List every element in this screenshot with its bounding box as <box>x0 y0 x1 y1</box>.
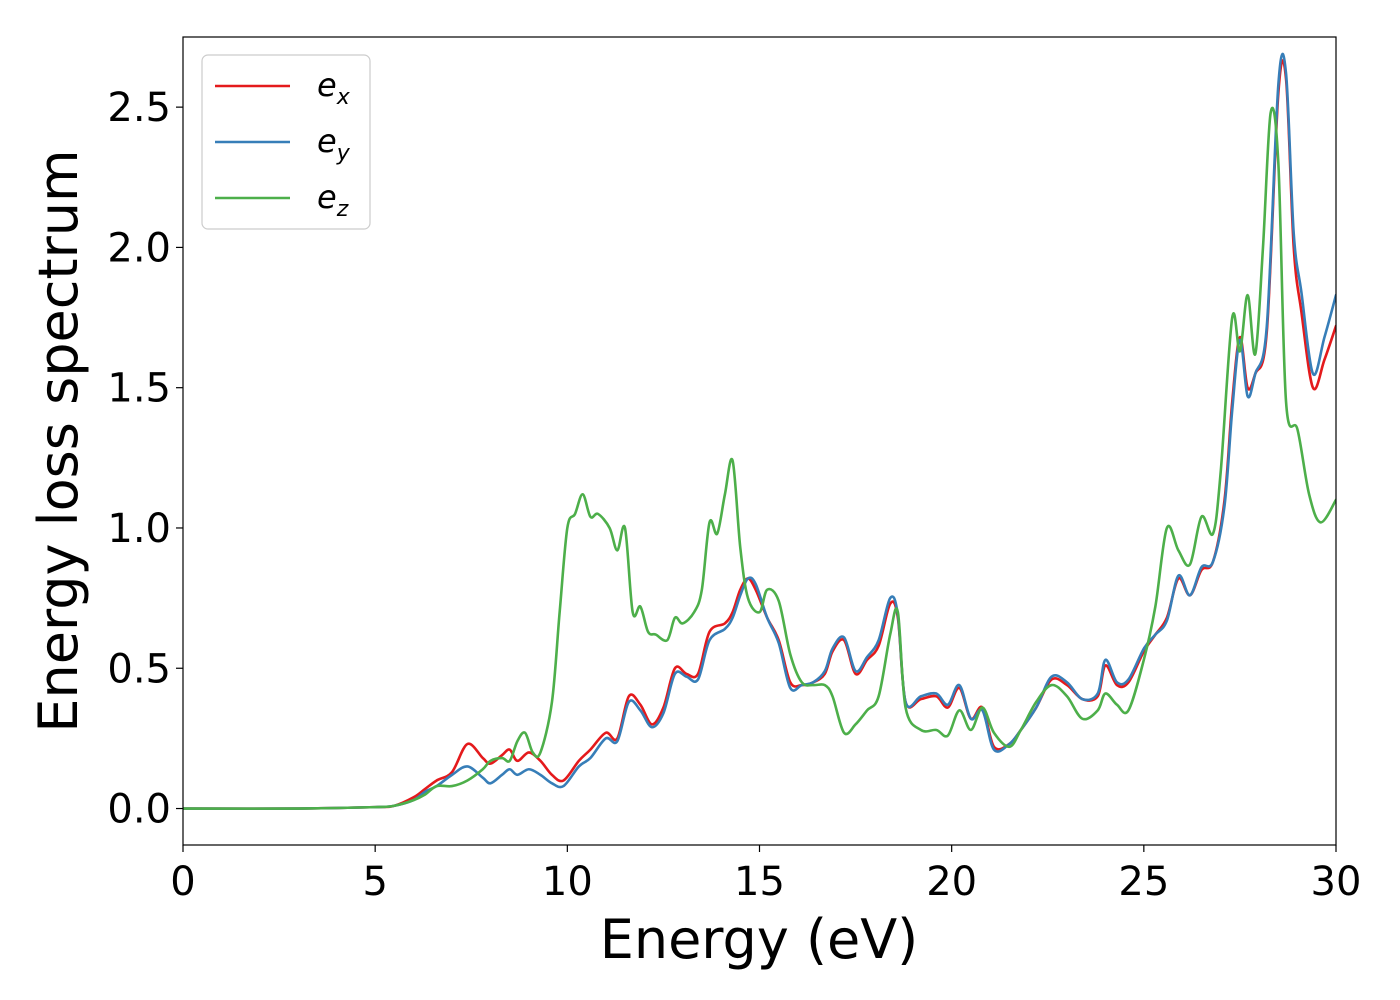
x-tick-label: 0 <box>170 859 195 905</box>
y-tick-label: 2.0 <box>107 225 171 271</box>
x-tick-label: 20 <box>926 859 977 905</box>
legend-label-y: ey <box>317 122 351 166</box>
x-tick-label: 10 <box>542 859 593 905</box>
legend-label-z: ez <box>317 178 349 222</box>
y-tick-label: 0.0 <box>107 787 171 833</box>
y-tick-label: 1.0 <box>107 506 171 552</box>
y-tick-label: 2.5 <box>107 85 171 131</box>
y-tick-label: 1.5 <box>107 366 171 412</box>
x-axis-title: Energy (eV) <box>600 908 919 971</box>
y-tick-label: 0.5 <box>107 646 171 692</box>
series-layer <box>183 52 1336 810</box>
series-line-y <box>183 52 1336 810</box>
x-tick-label: 5 <box>362 859 387 905</box>
legend-label-x: ex <box>317 66 351 110</box>
y-axis: 0.0 0.5 1.0 1.5 2.0 2.5 <box>107 85 183 833</box>
y-axis-title: Energy loss spectrum <box>27 149 90 732</box>
x-tick-label: 30 <box>1311 859 1362 905</box>
legend: ex ey ez <box>201 54 371 230</box>
x-tick-label: 25 <box>1118 859 1169 905</box>
x-axis: 0 5 10 15 20 25 30 <box>170 845 1361 905</box>
series-line-z <box>183 106 1336 810</box>
x-tick-label: 15 <box>734 859 785 905</box>
